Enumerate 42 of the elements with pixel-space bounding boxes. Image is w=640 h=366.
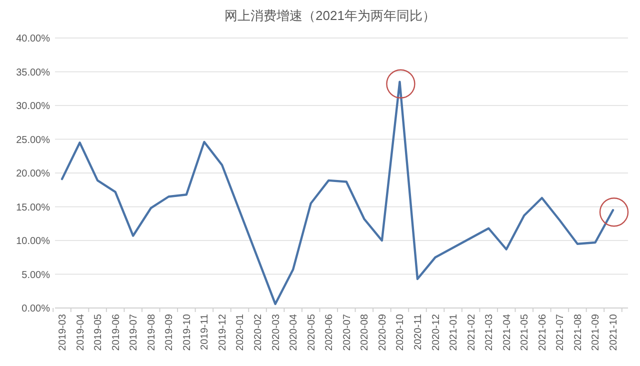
x-tick-label: 2019-12 xyxy=(217,314,228,351)
x-tick-label: 2019-11 xyxy=(200,314,211,350)
x-tick-label: 2020-12 xyxy=(430,314,442,351)
x-tick-label: 2019-07 xyxy=(128,314,140,351)
x-tick-label: 2020-08 xyxy=(360,314,371,351)
x-tick-label: 2020-04 xyxy=(288,314,300,351)
x-tick-label: 2019-10 xyxy=(182,314,193,351)
x-tick-label: 2021-10 xyxy=(608,314,620,351)
x-tick-label: 2021-01 xyxy=(448,314,460,351)
x-tick-label: 2021-06 xyxy=(537,314,548,351)
x-tick-label: 2020-03 xyxy=(270,314,282,351)
chart-title: 网上消费增速（2021年为两年同比） xyxy=(224,8,436,23)
x-tick-label: 2019-05 xyxy=(93,314,104,351)
x-tick-label: 2019-09 xyxy=(164,314,176,351)
x-tick-label: 2019-04 xyxy=(75,314,86,351)
x-tick-label: 2020-11 xyxy=(412,314,424,350)
x-tick-label: 2019-03 xyxy=(58,314,68,351)
x-tick-label: 2020-10 xyxy=(395,314,406,351)
x-tick-label: 2020-09 xyxy=(377,314,388,351)
x-tick-label: 2021-09 xyxy=(590,314,602,351)
x-tick-label: 2020-01 xyxy=(235,314,246,351)
x-tick-label: 2021-07 xyxy=(555,314,566,351)
x-tick-label: 2020-07 xyxy=(342,314,353,351)
y-tick-label: 40.00% xyxy=(16,34,50,44)
y-tick-label: 0.00% xyxy=(22,304,50,314)
x-tick-label: 2020-05 xyxy=(306,314,318,351)
x-tick-label: 2021-03 xyxy=(484,314,496,351)
x-tick-label: 2020-02 xyxy=(253,314,264,351)
y-tick-label: 30.00% xyxy=(16,101,50,112)
y-tick-label: 5.00% xyxy=(22,270,50,281)
y-tick-label: 25.00% xyxy=(16,134,50,146)
x-tick-label: 2019-08 xyxy=(146,314,158,351)
x-tick-label: 2021-02 xyxy=(466,314,478,351)
x-tick-label: 2019-06 xyxy=(110,314,122,351)
y-tick-label: 15.00% xyxy=(16,202,50,214)
y-tick-label: 10.00% xyxy=(16,236,50,247)
y-tick-label: 35.00% xyxy=(16,67,50,78)
x-tick-label: 2021-08 xyxy=(572,314,584,351)
x-tick-label: 2021-05 xyxy=(520,314,531,351)
x-tick-label: 2021-04 xyxy=(502,314,513,351)
x-tick-label: 2020-06 xyxy=(324,314,336,351)
y-tick-label: 20.00% xyxy=(16,168,50,180)
